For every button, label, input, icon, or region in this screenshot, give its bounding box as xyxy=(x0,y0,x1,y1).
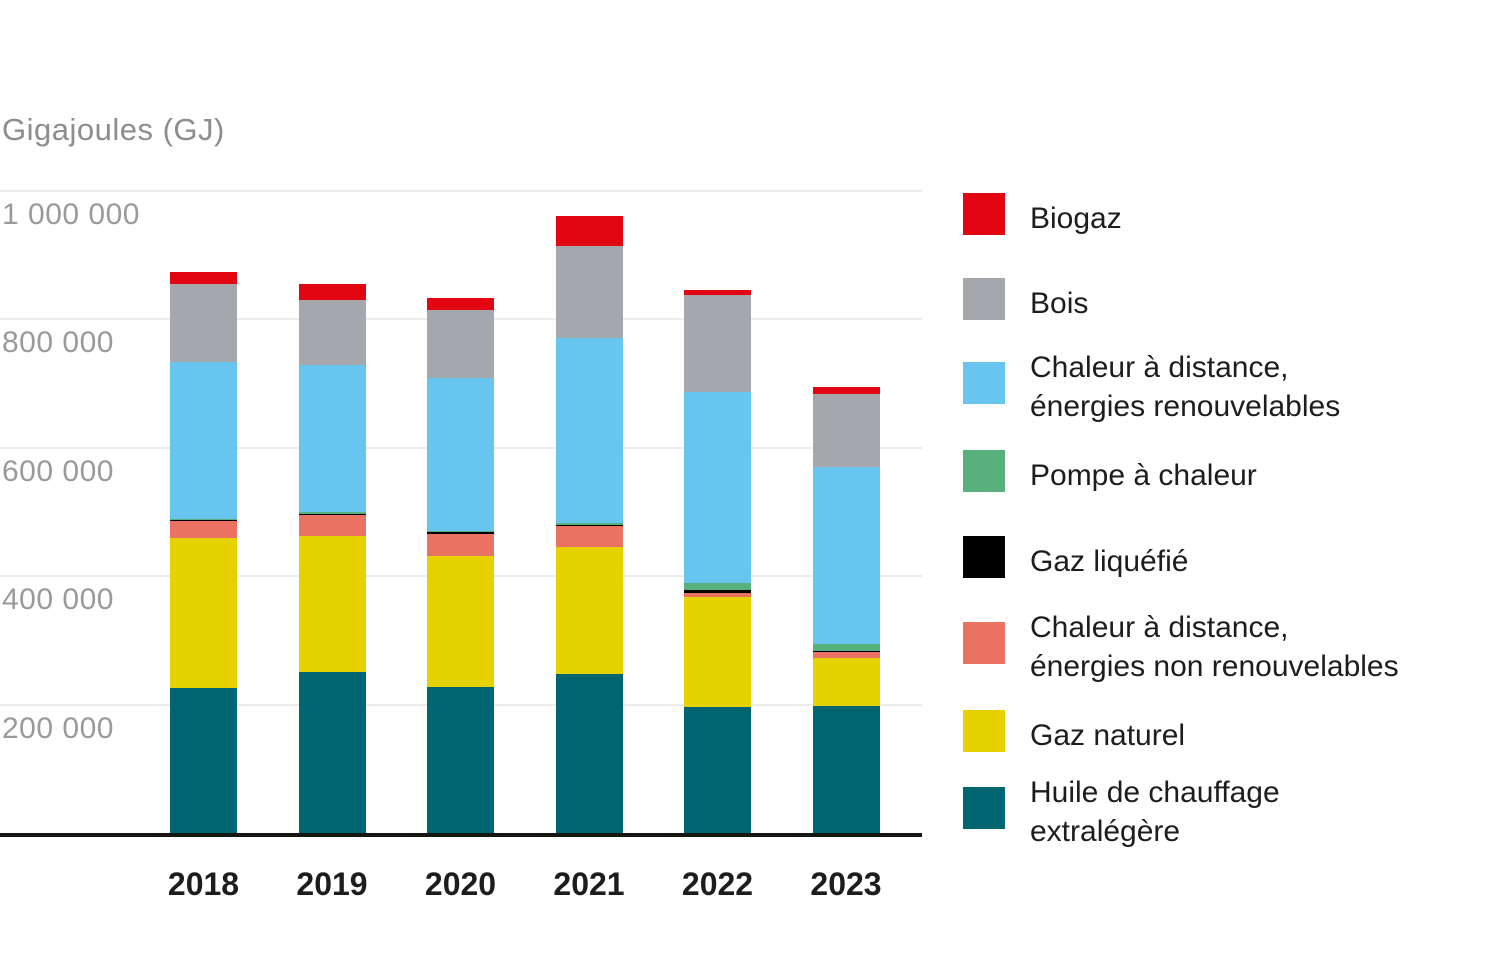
legend-item-gaz-naturel[interactable]: Gaz naturel xyxy=(963,710,1185,752)
bar-segment-2021-bois[interactable] xyxy=(555,246,623,338)
legend-item-biogaz[interactable]: Biogaz xyxy=(963,193,1122,235)
bar-segment-2020-chaleur-distance-nergies-renouvelables[interactable] xyxy=(427,378,494,532)
x-tick-label-2018: 2018 xyxy=(167,866,240,902)
bar-segment-2018-chaleur-distance-nergies-renouvelables[interactable] xyxy=(170,362,237,519)
bar-segment-2021-chaleur-distance-nergies-non-renouvelables[interactable] xyxy=(555,525,623,548)
bar-segment-2018-gaz-naturel[interactable] xyxy=(170,538,237,688)
bar-segment-2022-gaz-liqu-fi-[interactable] xyxy=(684,589,751,593)
bar-segment-2018-biogaz[interactable] xyxy=(170,272,237,285)
bar-segment-2021-chaleur-distance-nergies-renouvelables[interactable] xyxy=(555,337,623,523)
legend-swatch-huile-chauffage xyxy=(963,787,1005,829)
bar-segment-2023-huile-de-chauffage-extral-g-re[interactable] xyxy=(812,705,880,833)
legend-swatch-gaz-liquefie xyxy=(963,536,1005,578)
bar-segment-2018-pompe-chaleur[interactable] xyxy=(170,518,237,521)
bar-segment-2023-gaz-naturel[interactable] xyxy=(812,657,880,706)
legend-label-pompe-a-chaleur: Pompe à chaleur xyxy=(1030,456,1257,495)
x-tick-label-2019: 2019 xyxy=(296,866,368,902)
bar-segment-2022-gaz-naturel[interactable] xyxy=(684,596,751,708)
bar-segment-2023-biogaz[interactable] xyxy=(812,386,880,394)
bar-segment-2022-chaleur-distance-nergies-renouvelables[interactable] xyxy=(684,391,751,583)
legend-swatch-bois xyxy=(963,278,1005,320)
legend-item-bois[interactable]: Bois xyxy=(963,278,1088,320)
bar-segment-2023-bois[interactable] xyxy=(812,393,880,468)
bar-segment-2020-gaz-liqu-fi-[interactable] xyxy=(427,531,494,535)
legend-item-pompe-a-chaleur[interactable]: Pompe à chaleur xyxy=(963,450,1257,492)
bar-segment-2020-biogaz[interactable] xyxy=(427,297,494,310)
y-axis-title: Gigajoules (GJ) xyxy=(2,112,225,147)
bar-segment-2019-pompe-chaleur[interactable] xyxy=(298,512,366,514)
legend-label-line: Gaz naturel xyxy=(1030,718,1186,752)
bar-segment-2023-pompe-chaleur[interactable] xyxy=(812,644,880,651)
legend-item-chaleur-distance-non-renouvelables[interactable]: Chaleur à distance, énergies non renouvel… xyxy=(963,611,1399,683)
bar-segment-2023-gaz-liqu-fi-[interactable] xyxy=(812,650,880,653)
y-tick-label: 400 000 xyxy=(2,583,114,616)
legend-label-chaleur-distance-renouvelables: Chaleur à distance, énergies renouvelable… xyxy=(1030,348,1340,426)
bar-segment-2020-huile-de-chauffage-extral-g-re[interactable] xyxy=(427,687,494,833)
legend-label-bois: Bois xyxy=(1030,284,1088,323)
bar-segment-2019-chaleur-distance-nergies-renouvelables[interactable] xyxy=(298,364,366,513)
bar-segment-2020-gaz-naturel[interactable] xyxy=(427,556,494,688)
legend-item-gaz-liquefie[interactable]: Gaz liquéfié xyxy=(963,536,1188,578)
bar-segment-2019-biogaz[interactable] xyxy=(298,283,366,300)
bar-segment-2019-chaleur-distance-nergies-non-renouvelables[interactable] xyxy=(298,514,366,536)
gridline-1000000 xyxy=(0,189,922,192)
legend-label-chaleur-distance-non-renouvelables: Chaleur à distance, énergies non renouvel… xyxy=(1030,608,1399,686)
legend-swatch-chaleur-distance-renouvelables xyxy=(963,362,1005,404)
bar-segment-2021-pompe-chaleur[interactable] xyxy=(555,522,623,525)
bar-segment-2023-chaleur-distance-nergies-renouvelables[interactable] xyxy=(812,467,880,645)
bar-segment-2023-chaleur-distance-nergies-non-renouvelables[interactable] xyxy=(812,652,880,658)
x-tick-label-2022: 2022 xyxy=(681,866,754,902)
bar-segment-2019-gaz-naturel[interactable] xyxy=(298,535,366,673)
x-tick-label-2021: 2021 xyxy=(553,866,625,902)
bar-segment-2022-huile-de-chauffage-extral-g-re[interactable] xyxy=(684,707,751,833)
x-tick-label-2020: 2020 xyxy=(424,866,497,902)
bar-segment-2019-gaz-liqu-fi-[interactable] xyxy=(298,513,366,515)
bar-segment-2019-huile-de-chauffage-extral-g-re[interactable] xyxy=(298,672,366,833)
legend-label-gaz-liquefie: Gaz liquéfié xyxy=(1030,542,1188,581)
legend-label-huile-chauffage: Huile de chauffage extralégère xyxy=(1030,773,1280,851)
bar-segment-2020-pompe-chaleur[interactable] xyxy=(427,531,494,532)
legend-swatch-biogaz xyxy=(963,193,1005,235)
y-tick-label: 200 000 xyxy=(2,711,114,745)
legend-item-huile-chauffage[interactable]: Huile de chauffage extralégère xyxy=(963,776,1280,848)
bar-segment-2019-bois[interactable] xyxy=(298,299,366,365)
y-tick-label: 600 000 xyxy=(2,454,114,488)
bar-segment-2018-gaz-liqu-fi-[interactable] xyxy=(170,520,237,522)
legend-label-line: Chaleur à distance, xyxy=(1030,351,1289,384)
x-axis-line xyxy=(0,833,922,837)
legend-label-line: énergies non renouvelables xyxy=(1030,650,1399,683)
bar-segment-2022-bois[interactable] xyxy=(684,294,751,392)
bar-segment-2018-huile-de-chauffage-extral-g-re[interactable] xyxy=(170,687,237,833)
bar-segment-2018-bois[interactable] xyxy=(170,284,237,363)
bar-segment-2022-chaleur-distance-nergies-non-renouvelables[interactable] xyxy=(684,592,751,597)
bar-segment-2021-huile-de-chauffage-extral-g-re[interactable] xyxy=(555,673,623,833)
legend-label-line: Biogaz xyxy=(1030,201,1122,235)
bar-segment-2018-chaleur-distance-nergies-non-renouvelables[interactable] xyxy=(170,521,237,539)
legend-label-line: extralégère xyxy=(1030,815,1181,848)
y-tick-label: 800 000 xyxy=(2,326,114,359)
bar-segment-2021-biogaz[interactable] xyxy=(555,215,623,247)
bar-segment-2020-chaleur-distance-nergies-non-renouvelables[interactable] xyxy=(427,534,494,557)
bar-segment-2020-bois[interactable] xyxy=(427,310,494,379)
legend-swatch-chaleur-distance-non-renouvelables xyxy=(963,622,1005,664)
legend-label-line: Bois xyxy=(1030,286,1089,320)
bar-segment-2022-biogaz[interactable] xyxy=(684,289,751,295)
legend-label-line: Huile de chauffage xyxy=(1030,776,1280,809)
y-tick-label: 1 000 000 xyxy=(2,197,140,231)
legend-label-line: Pompe à chaleur xyxy=(1030,458,1257,492)
legend-swatch-pompe-a-chaleur xyxy=(963,450,1005,492)
legend-label-line: Chaleur à distance, xyxy=(1030,611,1289,644)
bar-segment-2021-gaz-naturel[interactable] xyxy=(555,547,623,674)
x-tick-label-2023: 2023 xyxy=(810,866,882,902)
bar-segment-2021-gaz-liqu-fi-[interactable] xyxy=(555,524,623,526)
bar-segment-2022-pompe-chaleur[interactable] xyxy=(684,582,751,590)
legend-label-line: énergies renouvelables xyxy=(1030,390,1341,423)
legend-label-biogaz: Biogaz xyxy=(1030,199,1122,238)
legend-item-chaleur-distance-renouvelables[interactable]: Chaleur à distance, énergies renouvelable… xyxy=(963,351,1340,423)
legend-label-gaz-naturel: Gaz naturel xyxy=(1030,716,1185,755)
legend-swatch-gaz-naturel xyxy=(963,710,1005,752)
legend-label-line: Gaz liquéfié xyxy=(1030,544,1189,578)
